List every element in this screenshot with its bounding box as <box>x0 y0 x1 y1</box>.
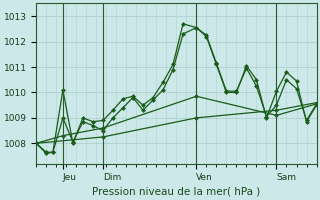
X-axis label: Pression niveau de la mer( hPa ): Pression niveau de la mer( hPa ) <box>92 187 260 197</box>
